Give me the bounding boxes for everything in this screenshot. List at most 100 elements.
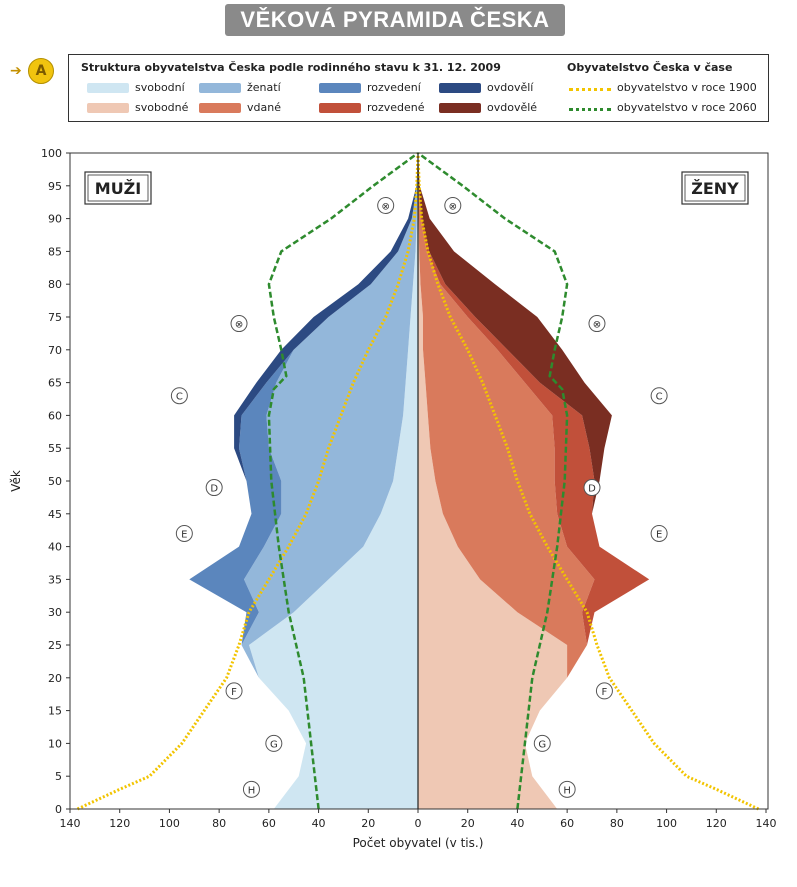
annotation-men-3-text: D: [210, 484, 218, 495]
legend-time-title: Obyvatelstvo Česka v čase: [567, 61, 733, 74]
legend-men-married: ženatí: [199, 81, 309, 95]
y-tick-label: 90: [48, 213, 62, 226]
y-tick-label: 85: [48, 245, 62, 258]
annotation-men-2-circle: [170, 387, 188, 405]
annotation-men-7: H: [242, 780, 260, 798]
annotation-women-2: C: [650, 387, 668, 405]
section-marker: ➔ A: [6, 58, 58, 84]
annotation-men-2: C: [170, 387, 188, 405]
women-area-ovdovele: [418, 153, 650, 809]
annotation-men-6-text: G: [270, 739, 278, 750]
line-2060-men: [267, 151, 419, 810]
y-tick-label: 25: [48, 639, 62, 652]
population-pyramid-chart: 0 5 10 15 20 25 30 35 40 45 50 55 60 65 70 75 80 85 90 95 10…: [9, 147, 777, 850]
annotation-women-5: F: [595, 682, 613, 700]
annotations: ⊗ ⊗ C D E F G H ⊗ ⊗ C D E F G H: [170, 196, 668, 798]
y-tick-label: 100: [41, 147, 62, 160]
annotation-women-6-text: G: [538, 739, 546, 750]
annotation-men-0-text: ⊗: [381, 201, 389, 212]
women-label: ŽENY: [681, 171, 749, 205]
page-title: VĚKOVÁ PYRAMIDA ČESKA: [240, 7, 550, 32]
annotation-men-4: E: [175, 524, 193, 542]
annotation-women-5-text: F: [602, 687, 608, 698]
y-tick-label: 45: [48, 508, 62, 521]
women-label-inner: [684, 174, 746, 202]
annotation-men-5-text: F: [231, 687, 237, 698]
x-tick-label: 120: [109, 817, 130, 830]
y-tick-label: 30: [48, 606, 62, 619]
swatch: [319, 83, 361, 93]
x-tick-label: 100: [656, 817, 677, 830]
annotation-men-0: ⊗: [377, 196, 395, 214]
annotation-men-6-circle: [265, 734, 283, 752]
annotation-men-4-circle: [175, 524, 193, 542]
line-swatch: [569, 108, 611, 111]
annotation-men-6: G: [265, 734, 283, 752]
line-swatch: [569, 88, 611, 91]
x-tick-label: 80: [212, 817, 226, 830]
swatch: [199, 83, 241, 93]
annotation-women-0-text: ⊗: [449, 201, 457, 212]
y-tick-label: 75: [48, 311, 62, 324]
title-banner: VĚKOVÁ PYRAMIDA ČESKA: [0, 0, 797, 38]
y-axis-label: Věk: [9, 470, 23, 492]
annotation-women-7-text: H: [563, 785, 571, 796]
men-area-zenati: [241, 153, 418, 809]
women-label-text: ŽENY: [691, 179, 739, 198]
annotation-women-1: ⊗: [588, 315, 606, 333]
annotation-women-6-circle: [533, 734, 551, 752]
arrow-right-icon: ➔: [10, 63, 22, 79]
annotation-women-1-circle: [588, 315, 606, 333]
x-tick-label: 40: [510, 817, 524, 830]
women-label-box: [681, 171, 749, 205]
swatch: [439, 83, 481, 93]
women-area-svobodne: [418, 153, 568, 809]
y-tick-label: 35: [48, 573, 62, 586]
annotation-women-4: E: [650, 524, 668, 542]
annotation-women-0-circle: [444, 196, 462, 214]
y-tick-label: 5: [55, 770, 62, 783]
x-tick-label: 40: [312, 817, 326, 830]
annotation-men-7-circle: [242, 780, 260, 798]
x-tick-label: 100: [159, 817, 180, 830]
annotation-women-4-circle: [650, 524, 668, 542]
annotation-men-1-text: ⊗: [235, 320, 243, 331]
y-tick-label: 50: [48, 475, 62, 488]
men-label-inner: [87, 174, 149, 202]
women-area-vdane: [418, 153, 595, 809]
legend-women-married: vdané: [199, 101, 309, 115]
annotation-men-4-text: E: [181, 529, 187, 540]
legend-women-single: svobodné: [87, 101, 197, 115]
annotation-women-2-text: C: [656, 392, 663, 403]
x-tick-label: 140: [756, 817, 777, 830]
annotation-women-5-circle: [595, 682, 613, 700]
annotation-men-0-circle: [377, 196, 395, 214]
legend-men-single: svobodní: [87, 81, 197, 95]
y-tick-label: 20: [48, 672, 62, 685]
swatch: [87, 103, 129, 113]
swatch: [87, 83, 129, 93]
men-label-text: MUŽI: [95, 179, 141, 198]
swatch: [199, 103, 241, 113]
axes: 0 5 10 15 20 25 30 35 40 45 50 55 60 65 70 75 80 85 90 95 10…: [9, 147, 777, 850]
annotation-women-6: G: [533, 734, 551, 752]
men-label-box: [84, 171, 152, 205]
x-tick-label: 60: [262, 817, 276, 830]
x-tick-label: 140: [60, 817, 81, 830]
x-tick-label: 60: [560, 817, 574, 830]
annotation-women-2-circle: [650, 387, 668, 405]
line-2060-women: [417, 151, 569, 810]
annotation-women-0: ⊗: [444, 196, 462, 214]
legend-women-divorced: rozvedené: [319, 101, 439, 115]
annotation-women-3-text: D: [588, 484, 596, 495]
x-tick-label: 20: [461, 817, 475, 830]
legend-women-widowed: ovdovělé: [439, 101, 549, 115]
annotation-men-5-circle: [225, 682, 243, 700]
annotation-men-3: D: [205, 479, 223, 497]
annotation-women-4-text: E: [656, 529, 662, 540]
legend-2060: obyvatelstvo v roce 2060: [569, 101, 769, 115]
y-tick-label: 55: [48, 442, 62, 455]
line-1900-men: [76, 152, 420, 811]
y-tick-label: 10: [48, 737, 62, 750]
y-tick-label: 80: [48, 278, 62, 291]
